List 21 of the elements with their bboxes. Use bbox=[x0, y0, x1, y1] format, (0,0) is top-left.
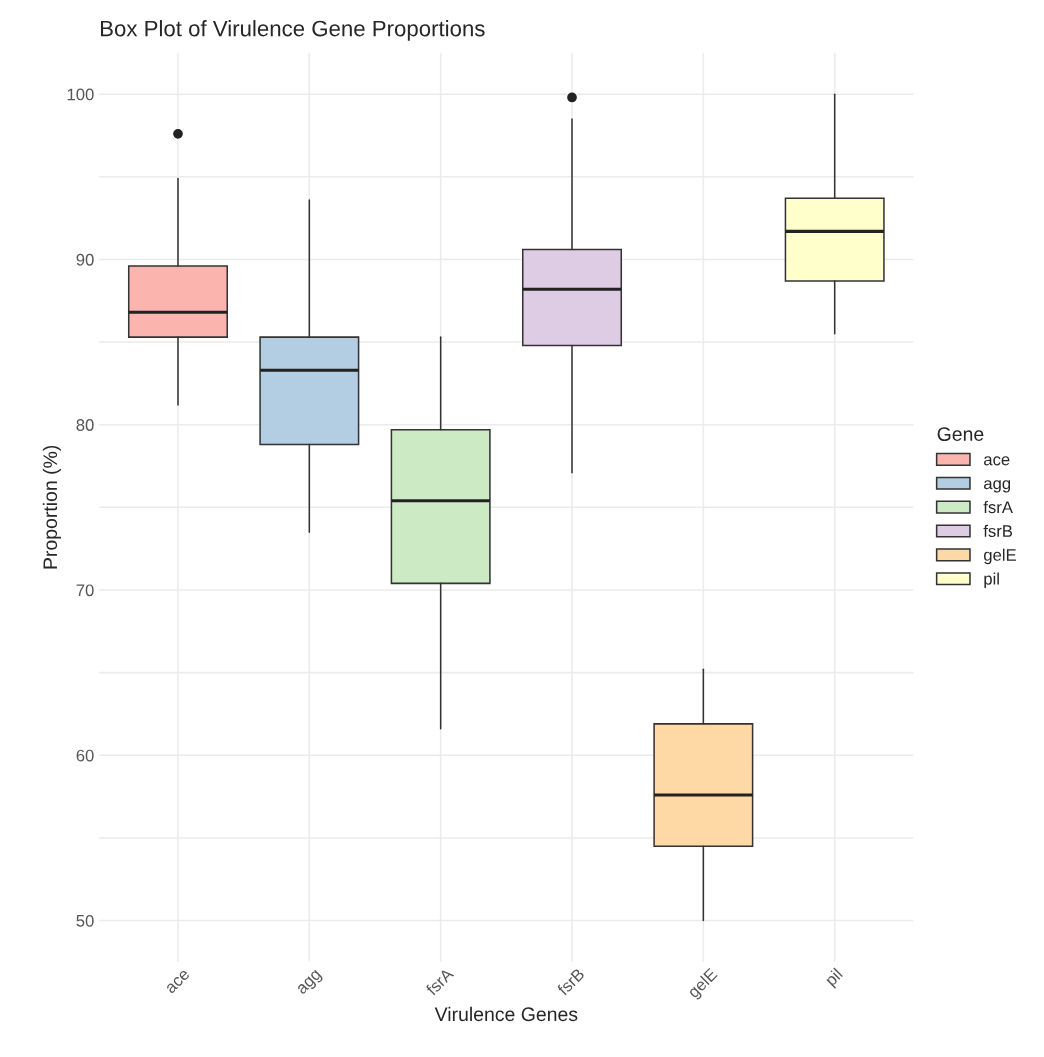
y-tick-label: 60 bbox=[76, 749, 94, 762]
y-tick-label: 90 bbox=[76, 253, 94, 266]
y-tick-label: 100 bbox=[67, 88, 94, 101]
legend-label: fsrB bbox=[983, 524, 1013, 537]
legend-label: ace bbox=[984, 456, 1010, 466]
x-tick-label: fsrB bbox=[556, 967, 586, 997]
y-axis-title: Proportion (%) bbox=[42, 445, 61, 569]
legend-label: pil bbox=[984, 572, 999, 589]
y-tick-label: 50 bbox=[76, 914, 94, 927]
x-tick-label: fsrA bbox=[424, 966, 455, 997]
legend-label: agg bbox=[984, 480, 1011, 493]
y-tick-label: 70 bbox=[76, 584, 94, 597]
x-tick-label: pil bbox=[824, 967, 846, 989]
legend-label: gelE bbox=[984, 548, 1016, 565]
legend-title: Gene bbox=[937, 427, 984, 441]
x-axis-title: Virulence Genes bbox=[434, 1006, 578, 1022]
legend-label: fsrA bbox=[983, 500, 1013, 514]
chart-title: Box Plot of Virulence Gene Proportions bbox=[101, 20, 485, 41]
x-tick-label: agg bbox=[296, 969, 324, 997]
x-tick-label: ace bbox=[165, 969, 191, 994]
y-tick-label: 80 bbox=[76, 419, 94, 431]
